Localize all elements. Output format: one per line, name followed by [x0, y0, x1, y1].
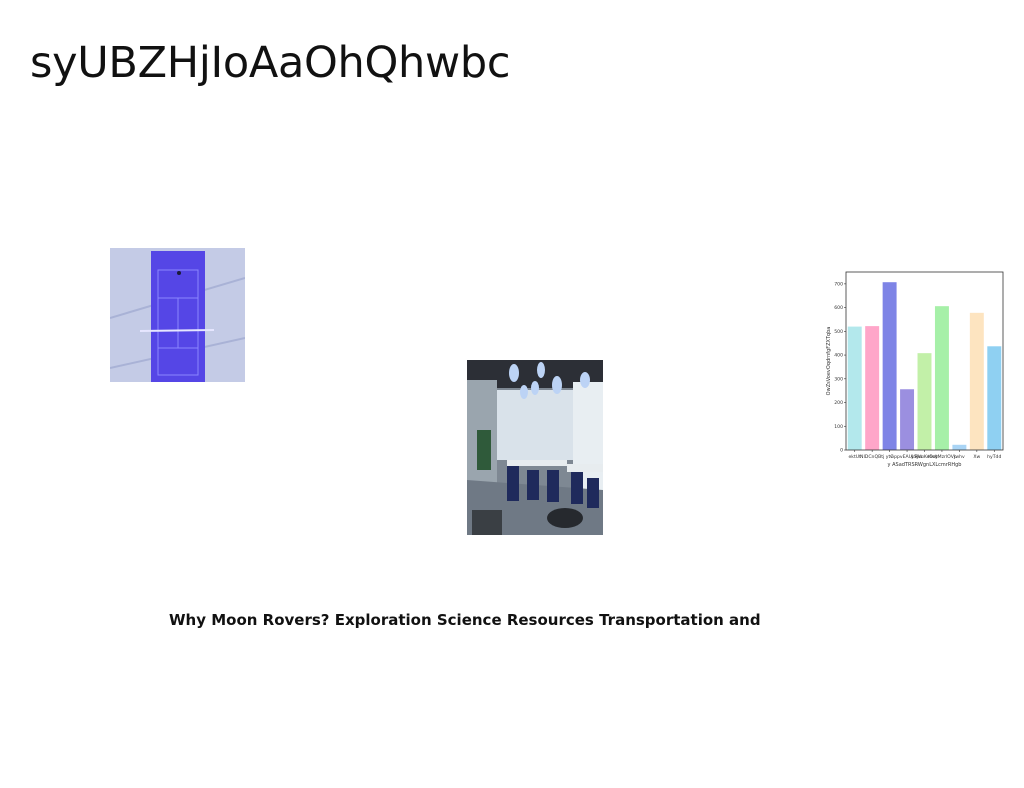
chart-bar [917, 353, 932, 450]
chart-bar [969, 312, 984, 450]
chart-y-tick-label: 0 [840, 448, 843, 454]
tennis-court-aerial-photo [110, 248, 245, 382]
chart-x-tick-label: NIDCnQBtj [860, 454, 884, 460]
chart-y-axis-label: OwZsVoevOqdrnfgFZXTqba [826, 327, 832, 396]
chart-bar [865, 326, 880, 450]
chart-y-tick-label: 700 [834, 281, 843, 287]
chart-x-tick-label: hyTdd [987, 454, 1001, 460]
chart-y-tick-label: 200 [834, 400, 843, 406]
chart-x-tick-label: tOdtMzrlOVc [927, 454, 956, 460]
chart-y-tick-label: 400 [834, 353, 843, 359]
chart-x-axis-label: y ASadTRSRWgnLXLcmrRHgb [888, 462, 962, 468]
chart-bar [934, 306, 949, 450]
chart-bar [882, 282, 897, 450]
chart-bar [847, 326, 862, 450]
chart-y-tick-label: 600 [834, 305, 843, 311]
chart-y-tick-label: 300 [834, 376, 843, 382]
chart-y-tick-label: 500 [834, 329, 843, 335]
chart-x-tick-label: Xw [973, 454, 980, 460]
chart-bar [900, 389, 915, 450]
chart-x-tick-label: ytC [886, 454, 894, 460]
modern-cafe-interior-photo [467, 360, 603, 535]
chart-bar [952, 444, 967, 450]
chart-x-tick-label: ektUt [848, 454, 861, 460]
chart-bar [987, 346, 1002, 450]
chart-y-tick-label: 100 [834, 424, 843, 430]
page-title: syUBZHjIoAaOhQhwbc [30, 38, 511, 88]
chart-x-tick-label: ySJVuKehoy [911, 454, 938, 460]
chart-x-tick-label: Jwhv [953, 454, 965, 460]
chart-x-tick-label: eppvEAULRez [891, 454, 923, 460]
bar-chart: 0 100 200 300 400 500 600 700 ektUt NIDCnQBtj ytCe… [826, 271, 1004, 468]
document-caption: Why Moon Rovers? Exploration Science Res… [169, 611, 761, 629]
